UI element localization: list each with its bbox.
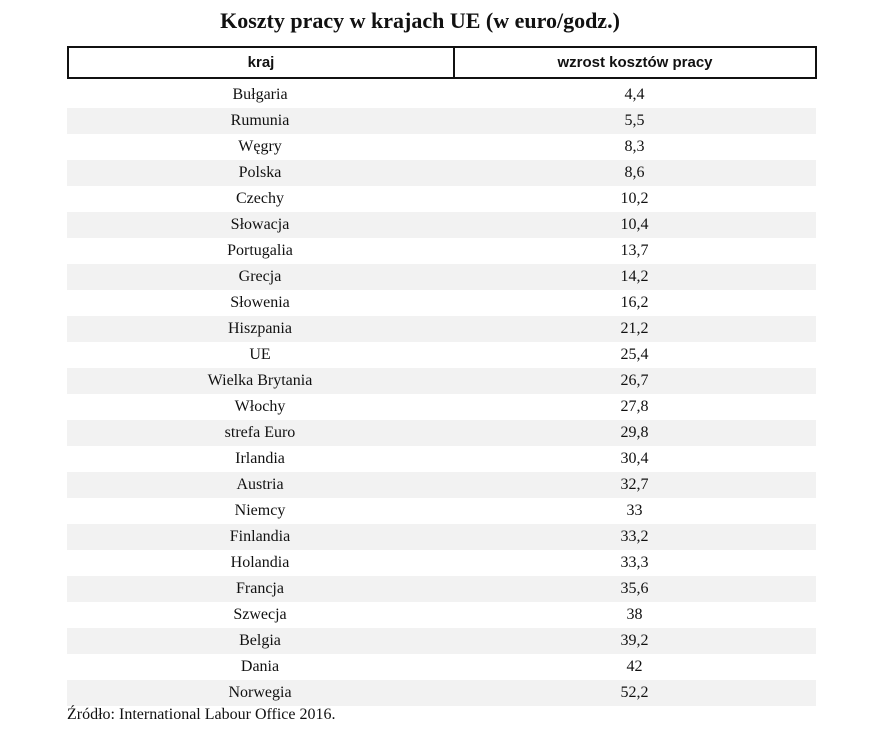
- country-cell: UE: [249, 346, 271, 363]
- value-cell: 33: [626, 502, 643, 519]
- value-cell: 5,5: [624, 112, 645, 129]
- value-cell: 26,7: [620, 372, 649, 389]
- table-row: Norwegia 52,2: [67, 680, 816, 706]
- country-cell: Austria: [236, 476, 284, 493]
- table-row: Finlandia 33,2: [67, 524, 816, 550]
- table-row: Holandia 33,3: [67, 550, 816, 576]
- table-row: Portugalia 13,7: [67, 238, 816, 264]
- country-cell: Grecja: [238, 268, 282, 285]
- country-cell: Wielka Brytania: [207, 372, 313, 389]
- value-cell: 10,4: [620, 216, 649, 233]
- country-cell: Holandia: [230, 554, 290, 571]
- country-cell: Czechy: [236, 190, 284, 207]
- table-row: Irlandia 30,4: [67, 446, 816, 472]
- country-cell: Dania: [240, 658, 280, 675]
- value-cell: 42: [626, 658, 643, 675]
- table-row: Słowacja 10,4: [67, 212, 816, 238]
- country-cell: Portugalia: [227, 242, 293, 259]
- value-cell: 33,3: [620, 554, 649, 571]
- country-cell: Finlandia: [229, 528, 291, 545]
- table-body: Bułgaria 4,4 Rumunia 5,5 Węgry 8,3 Polska 8,6 Cz…: [67, 82, 816, 706]
- value-cell: 8,6: [624, 164, 645, 181]
- value-cell: 29,8: [620, 424, 649, 441]
- country-cell: Słowenia: [230, 294, 290, 311]
- country-cell: Bułgaria: [232, 86, 288, 103]
- column-header-kraj: kraj: [69, 48, 455, 77]
- value-cell: 27,8: [620, 398, 649, 415]
- country-cell: Francja: [236, 580, 284, 597]
- table-row: Czechy 10,2: [67, 186, 816, 212]
- table-title: Koszty pracy w krajach UE (w euro/godz.): [220, 8, 620, 33]
- value-cell: 30,4: [620, 450, 649, 467]
- value-cell: 25,4: [620, 346, 649, 363]
- table-row: strefa Euro 29,8: [67, 420, 816, 446]
- column-header-wzrost: wzrost kosztów pracy: [557, 54, 713, 71]
- value-cell: 32,7: [620, 476, 649, 493]
- table-row: Belgia 39,2: [67, 628, 816, 654]
- country-cell: strefa Euro: [224, 424, 296, 441]
- value-cell: 52,2: [620, 684, 649, 701]
- source-note: Źródło: International Labour Office 2016…: [67, 706, 336, 723]
- value-cell: 38: [626, 606, 643, 623]
- value-cell: 16,2: [620, 294, 649, 311]
- value-cell: 4,4: [624, 86, 645, 103]
- table-row: Grecja 14,2: [67, 264, 816, 290]
- table-row: Hiszpania 21,2: [67, 316, 816, 342]
- value-cell: 13,7: [620, 242, 649, 259]
- table-row: UE 25,4: [67, 342, 816, 368]
- country-cell: Węgry: [238, 138, 282, 155]
- country-cell: Rumunia: [230, 112, 290, 129]
- value-cell: 35,6: [620, 580, 649, 597]
- country-cell: Słowacja: [230, 216, 290, 233]
- value-cell: 33,2: [620, 528, 649, 545]
- table-row: Austria 32,7: [67, 472, 816, 498]
- value-cell: 39,2: [620, 632, 649, 649]
- value-cell: 8,3: [624, 138, 645, 155]
- country-cell: Szwecja: [233, 606, 287, 623]
- table-row: Niemcy 33: [67, 498, 816, 524]
- value-cell: 10,2: [620, 190, 649, 207]
- table-row: Francja 35,6: [67, 576, 816, 602]
- value-cell: 21,2: [620, 320, 649, 337]
- country-cell: Norwegia: [228, 684, 292, 701]
- table-row: Rumunia 5,5: [67, 108, 816, 134]
- table-row: Węgry 8,3: [67, 134, 816, 160]
- country-cell: Irlandia: [235, 450, 285, 467]
- country-cell: Hiszpania: [228, 320, 292, 337]
- table-row: Wielka Brytania 26,7: [67, 368, 816, 394]
- value-cell: 14,2: [620, 268, 649, 285]
- table-row: Bułgaria 4,4: [67, 82, 816, 108]
- table-row: Włochy 27,8: [67, 394, 816, 420]
- table-row: Słowenia 16,2: [67, 290, 816, 316]
- country-cell: Włochy: [234, 398, 286, 415]
- table-header: kraj wzrost kosztów pracy: [67, 46, 817, 79]
- country-cell: Belgia: [239, 632, 281, 649]
- table-row: Polska 8,6: [67, 160, 816, 186]
- country-cell: Polska: [238, 164, 282, 181]
- country-cell: Niemcy: [234, 502, 286, 519]
- table-row: Szwecja 38: [67, 602, 816, 628]
- table-row: Dania 42: [67, 654, 816, 680]
